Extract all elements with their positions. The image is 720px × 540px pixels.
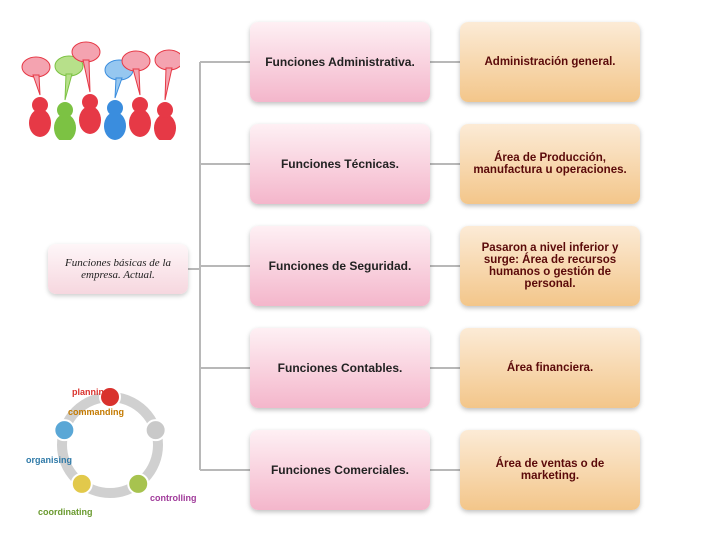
function-box: Funciones Comerciales.: [250, 430, 430, 510]
description-label: Pasaron a nivel inferior y surge: Área d…: [466, 242, 634, 290]
function-box: Funciones Técnicas.: [250, 124, 430, 204]
description-box: Área de ventas o de marketing.: [460, 430, 640, 510]
cycle-label: controlling: [150, 493, 197, 503]
description-label: Administración general.: [484, 56, 615, 68]
cycle-label: planning: [72, 387, 110, 397]
description-box: Administración general.: [460, 22, 640, 102]
description-label: Área de ventas o de marketing.: [466, 458, 634, 482]
function-box: Funciones Contables.: [250, 328, 430, 408]
cycle-label: commanding: [68, 407, 124, 417]
function-label: Funciones Técnicas.: [281, 157, 399, 171]
function-box: Funciones Administrativa.: [250, 22, 430, 102]
management-cycle-illustration: planning controlling coordinating organisin…: [20, 370, 200, 520]
function-box: Funciones de Seguridad.: [250, 226, 430, 306]
cycle-label: coordinating: [38, 507, 93, 517]
root-node: Funciones básicas de la empresa. Actual.: [48, 244, 188, 294]
function-label: Funciones Administrativa.: [265, 55, 415, 69]
description-box: Pasaron a nivel inferior y surge: Área d…: [460, 226, 640, 306]
cycle-label: organising: [26, 455, 72, 465]
function-label: Funciones Contables.: [278, 361, 403, 375]
description-box: Área de Producción, manufactura u operac…: [460, 124, 640, 204]
root-label: Funciones básicas de la empresa. Actual.: [48, 257, 188, 281]
description-box: Área financiera.: [460, 328, 640, 408]
description-label: Área de Producción, manufactura u operac…: [466, 152, 634, 176]
function-label: Funciones Comerciales.: [271, 463, 409, 477]
people-svg: [20, 10, 180, 140]
people-speech-illustration: [20, 10, 180, 140]
description-label: Área financiera.: [507, 362, 593, 374]
function-label: Funciones de Seguridad.: [269, 259, 412, 273]
